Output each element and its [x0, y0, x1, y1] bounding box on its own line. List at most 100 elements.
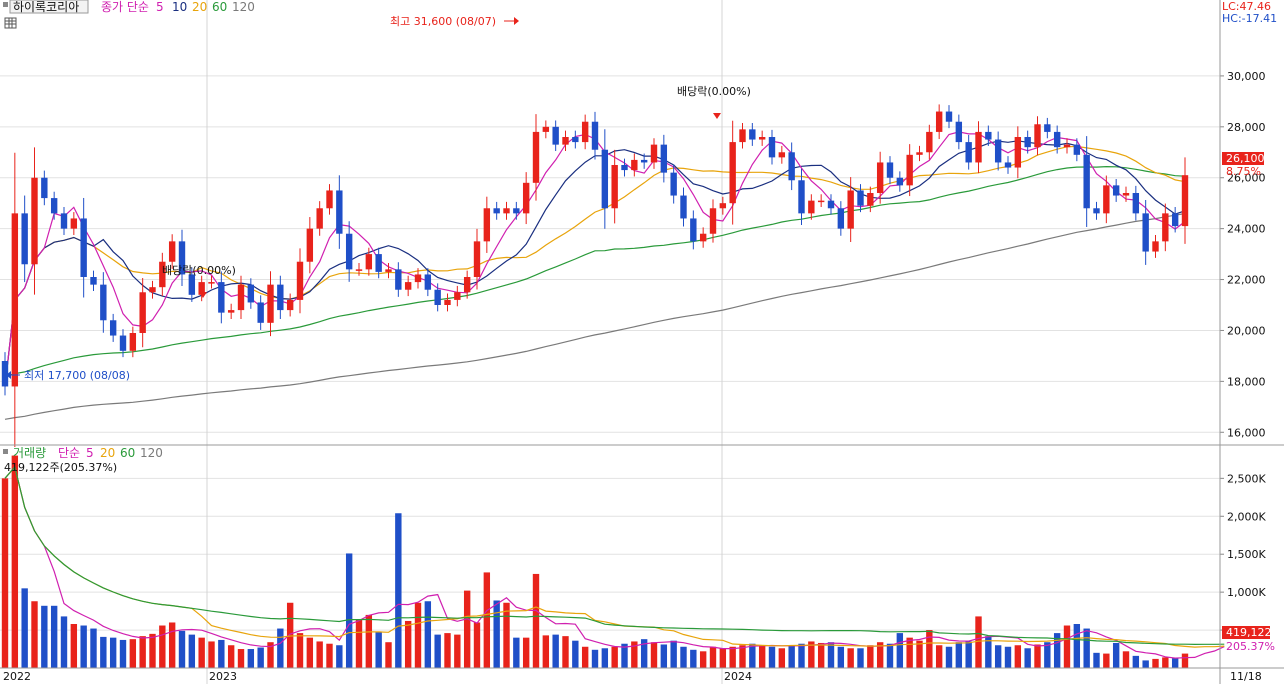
- stock-name-box[interactable]: [9, 0, 89, 14]
- candle-body: [867, 193, 874, 206]
- volume-bar: [601, 648, 609, 668]
- volume-bar: [690, 649, 697, 668]
- candle-body: [1053, 131, 1061, 148]
- candle-body: [837, 208, 845, 229]
- volume-bar: [886, 643, 894, 668]
- volume-bar: [1014, 645, 1022, 668]
- ma60-label: 60: [212, 0, 227, 14]
- candle-body: [542, 126, 550, 132]
- dividend-marker-icon-2: [713, 113, 721, 119]
- candle-body: [365, 254, 373, 270]
- volume-bar: [611, 646, 618, 668]
- volume-bar: [414, 602, 422, 668]
- candle-body: [778, 152, 786, 158]
- candle-body: [424, 274, 432, 290]
- volume-bar: [680, 646, 687, 668]
- volume-bar: [306, 637, 314, 668]
- volume-bar: [631, 641, 638, 668]
- candle-body: [41, 177, 48, 199]
- price-tick-label: 22,000: [1227, 274, 1266, 287]
- candle-body: [70, 218, 78, 229]
- volume-bar: [1142, 660, 1149, 668]
- volume-bar: [994, 645, 1002, 668]
- low-annotation: 최저 17,700 (08/08): [24, 369, 130, 382]
- volume-bar: [1112, 642, 1120, 668]
- candle-body: [857, 190, 864, 206]
- grid-toggle-icon[interactable]: [4, 17, 17, 29]
- volume-tick-label: 1,500K: [1227, 548, 1266, 561]
- candle-body: [109, 320, 117, 336]
- candle-body: [699, 233, 707, 242]
- volume-bar: [660, 644, 668, 668]
- vma20-label: 20: [100, 446, 115, 460]
- volume-bar: [434, 634, 441, 668]
- volume-bar: [404, 620, 412, 668]
- candle-body: [1024, 137, 1031, 148]
- volume-moving-averages: [4, 465, 1225, 659]
- candle-body: [178, 241, 186, 275]
- volume-bar: [640, 639, 648, 668]
- x-label-2022: 2022: [3, 670, 31, 683]
- candle-body: [11, 213, 19, 387]
- x-label-2023: 2023: [209, 670, 237, 683]
- volume-bar: [847, 648, 854, 668]
- candle-body: [31, 177, 38, 265]
- candle-body: [208, 282, 215, 284]
- volume-bar: [326, 643, 333, 668]
- candle-body: [316, 208, 323, 229]
- candle-body: [1073, 144, 1081, 155]
- high-annotation: 최고 31,600 (08/07): [390, 15, 496, 28]
- candle-body: [1044, 124, 1051, 132]
- candle-body: [237, 284, 245, 311]
- volume-bar: [945, 646, 953, 668]
- candle-body: [1122, 193, 1130, 196]
- high-arrow-icon: [504, 17, 519, 25]
- vma60-line: [4, 465, 1225, 646]
- panel-menu-icon[interactable]: [3, 2, 8, 7]
- volume-bar: [1152, 658, 1159, 668]
- candle-body: [994, 139, 1002, 163]
- volume-bar: [463, 590, 471, 668]
- current-volume-label: 419,122: [1226, 626, 1272, 639]
- volume-bar: [483, 572, 491, 668]
- candle-body: [562, 137, 569, 145]
- volume-bar: [444, 633, 451, 668]
- volume-bar: [935, 645, 943, 668]
- candle-body: [522, 182, 530, 214]
- volume-bar: [355, 619, 363, 668]
- current-volume-tag: [1222, 626, 1270, 639]
- candle-body: [827, 200, 835, 209]
- current-price-tag: [1222, 152, 1264, 165]
- candle-body: [660, 144, 668, 173]
- volume-bar: [80, 625, 87, 668]
- candle-body: [916, 152, 923, 155]
- volume-bar: [621, 643, 628, 668]
- volume-tick-label: 2,500K: [1227, 472, 1266, 485]
- volume-bar: [896, 633, 904, 668]
- candle-body: [1063, 144, 1071, 148]
- candle-body: [680, 195, 687, 219]
- candle-body: [1132, 193, 1140, 214]
- vma120-label: 120: [140, 446, 163, 460]
- candle-body: [454, 292, 461, 300]
- candle-body: [1034, 124, 1041, 148]
- volume-menu-icon[interactable]: [3, 449, 8, 454]
- current-price-label: 26,100: [1226, 152, 1265, 165]
- vma5-label: 5: [86, 446, 94, 460]
- volume-bar: [1, 478, 9, 668]
- ma120-line: [4, 212, 1186, 420]
- candle-body: [129, 333, 137, 351]
- volume-bar: [709, 646, 717, 668]
- candle-body: [493, 208, 500, 214]
- volume-bar: [227, 645, 235, 668]
- volume-bar: [798, 643, 805, 668]
- vma20-line: [4, 465, 1225, 648]
- price-tick-label: 28,000: [1227, 121, 1266, 134]
- ma20-line: [4, 145, 1186, 387]
- candle-body: [640, 159, 648, 163]
- volume-bar: [149, 633, 156, 668]
- volume-bar: [906, 637, 913, 668]
- volume-bar: [424, 601, 432, 668]
- volume-bar: [532, 573, 540, 668]
